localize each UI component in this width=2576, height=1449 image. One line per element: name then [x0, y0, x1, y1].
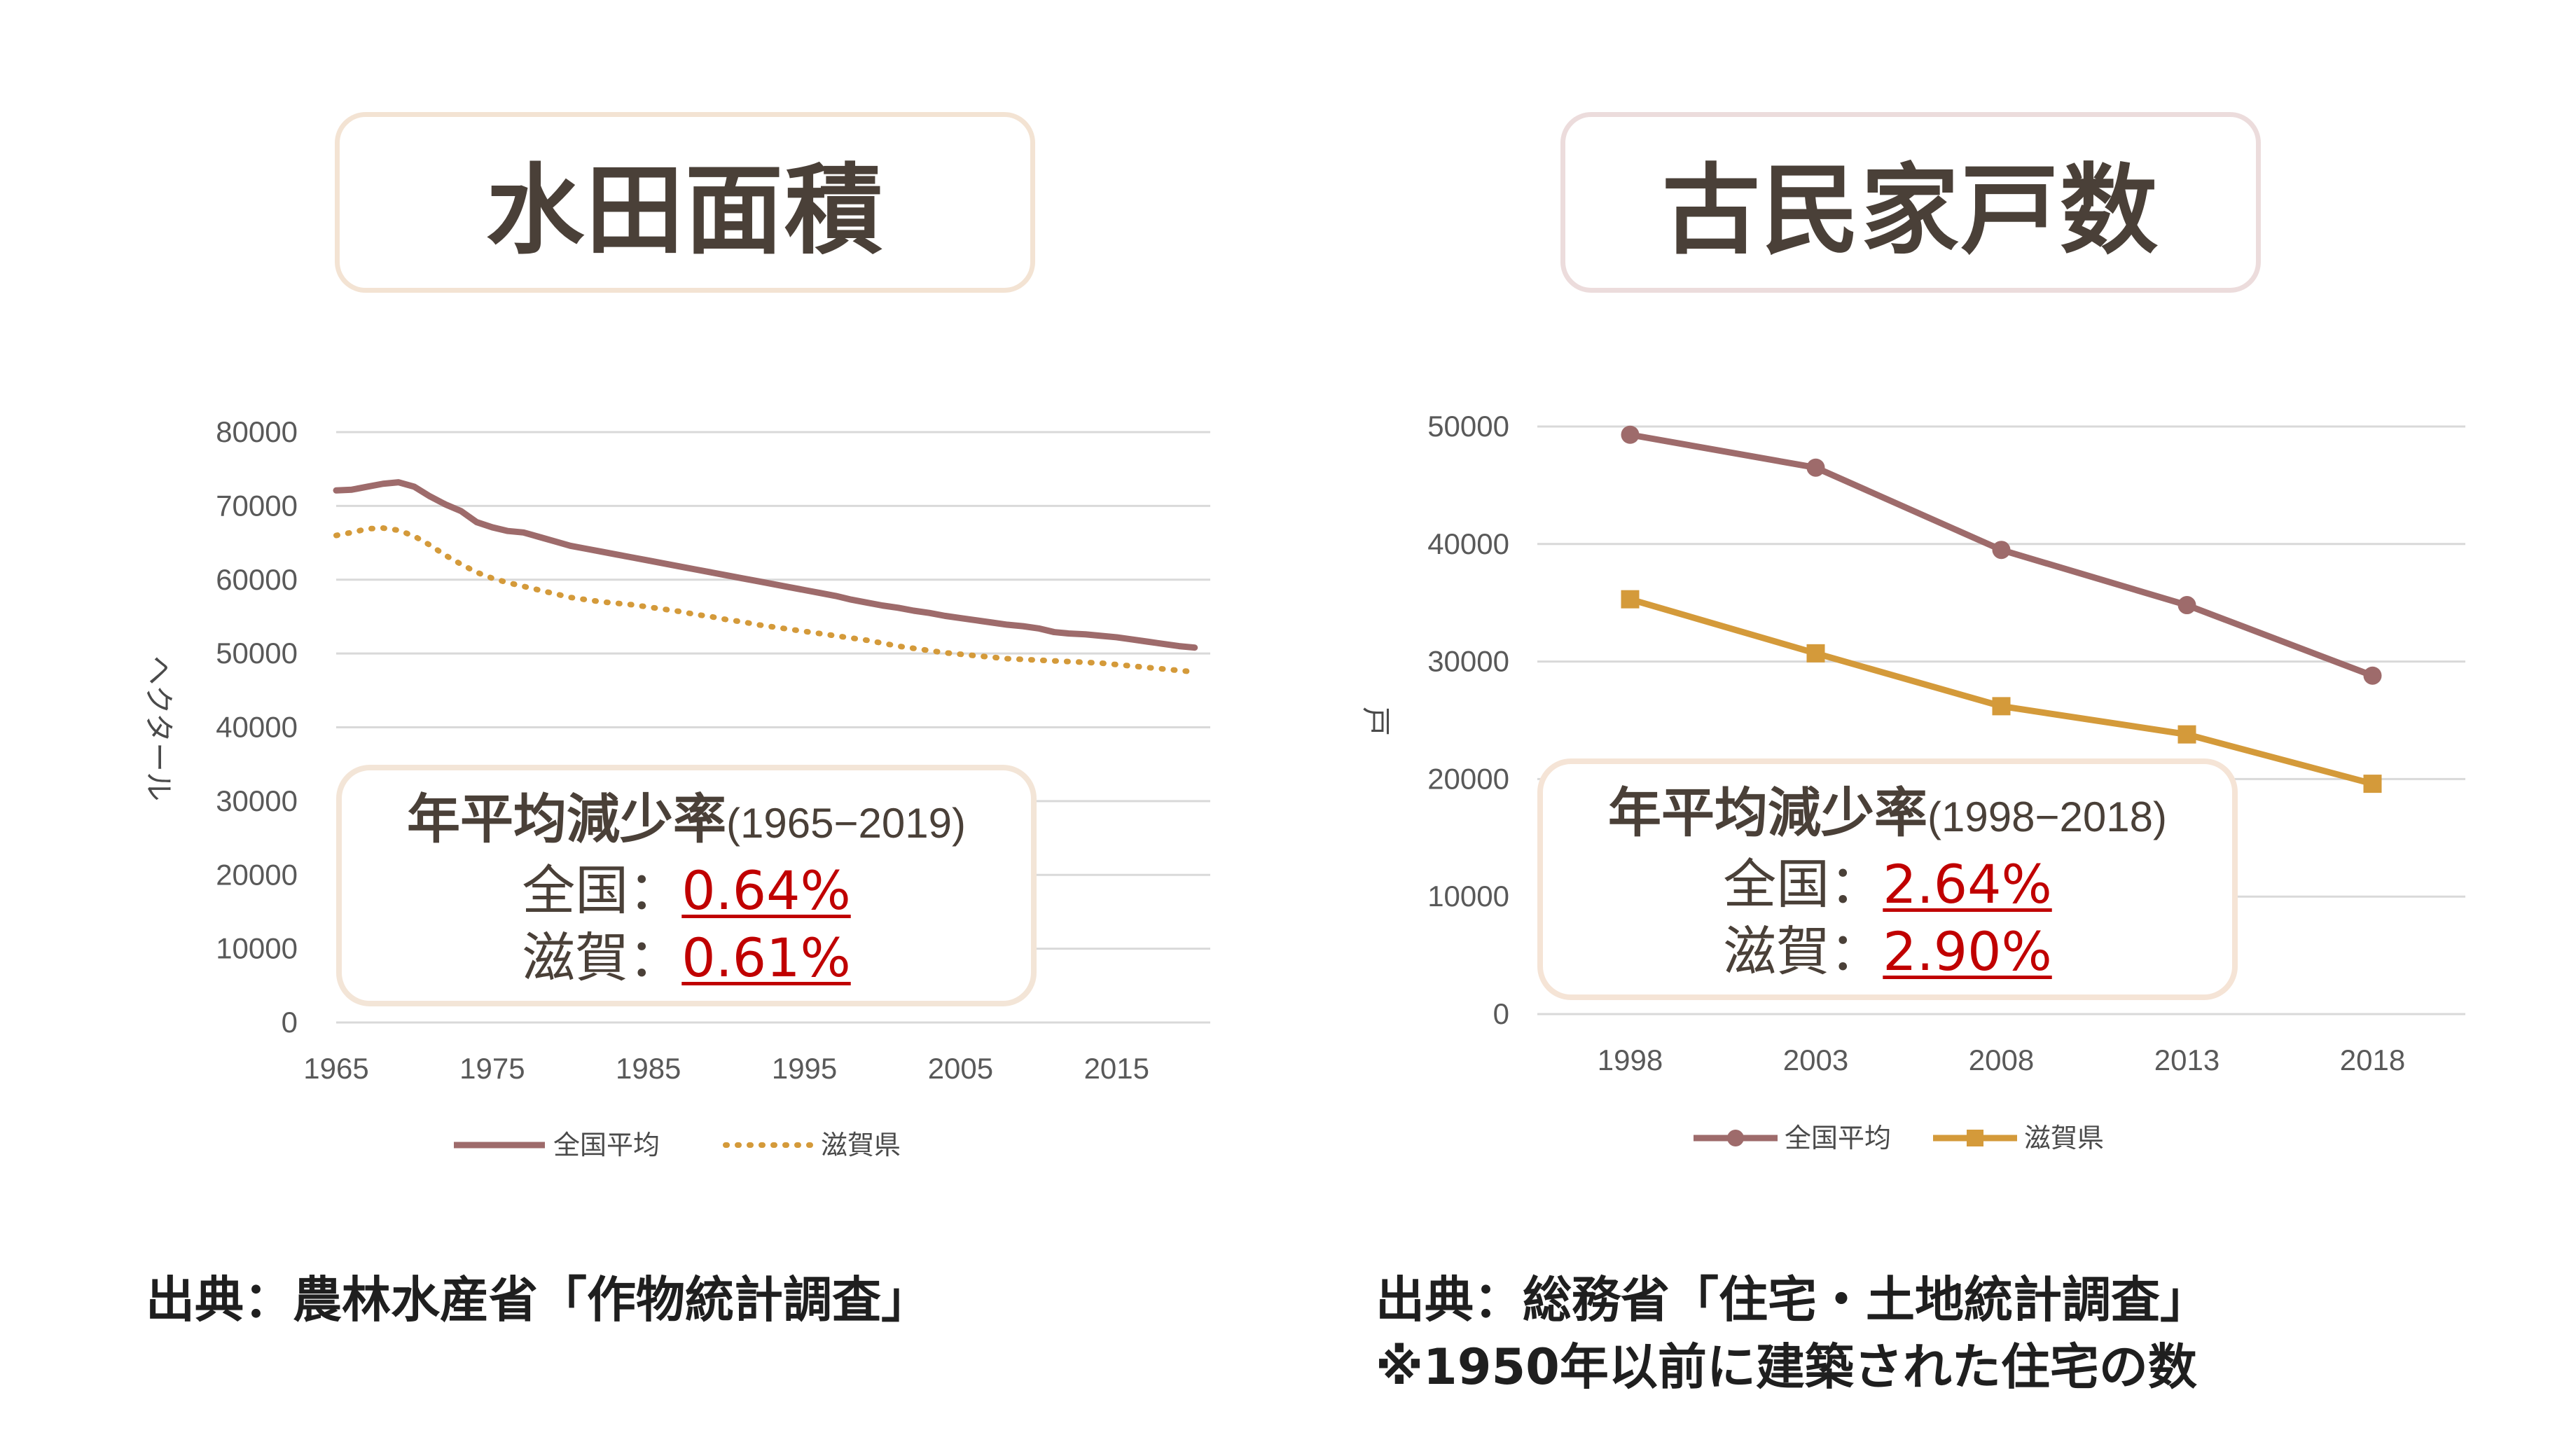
- left-rate-title: 年平均減少率: [407, 788, 727, 850]
- legend-national-label: 全国平均: [553, 1130, 660, 1160]
- left-rate-period: (1965−2019): [726, 800, 966, 847]
- y-tick-label: 70000: [216, 489, 298, 522]
- x-tick-label: 1965: [303, 1052, 368, 1085]
- y-tick-label: 20000: [1427, 762, 1509, 795]
- x-tick-label: 2008: [1969, 1044, 2034, 1076]
- legend-national-label: 全国平均: [1785, 1123, 1891, 1153]
- y-tick-label: 50000: [216, 637, 298, 670]
- shiga-series-line: [1629, 596, 2374, 787]
- right-national-value: 2.64%: [1883, 853, 2052, 915]
- legend-shiga-label: 滋賀県: [821, 1130, 901, 1160]
- y-tick-label: 30000: [1427, 645, 1509, 678]
- x-tick-label: 2003: [1783, 1044, 1848, 1076]
- national-series-line: [333, 479, 1198, 651]
- left-national-label: 全国：: [522, 859, 682, 922]
- y-tick-label: 30000: [216, 784, 298, 817]
- right-rate-box: 年平均減少率(1998−2018) 全国：2.64% 滋賀：2.90%: [1537, 758, 2238, 1000]
- x-tick-label: 1995: [772, 1052, 837, 1085]
- left-shiga-label: 滋賀：: [522, 927, 682, 989]
- national-data-point: [1621, 425, 1640, 444]
- shiga-data-point: [1621, 590, 1640, 609]
- right-shiga-label: 滋賀：: [1723, 920, 1883, 983]
- shiga-data-point: [1992, 697, 2011, 716]
- right-title-box: 古民家戸数: [1560, 112, 2261, 293]
- x-tick-label: 1998: [1598, 1044, 1663, 1076]
- y-tick-label: 10000: [216, 932, 298, 965]
- y-tick-label: 40000: [216, 711, 298, 744]
- y-axis-label: ヘクタール: [141, 656, 176, 801]
- x-tick-label: 1975: [459, 1052, 525, 1085]
- y-tick-label: 60000: [216, 563, 298, 596]
- right-shiga-value: 2.90%: [1883, 920, 2052, 983]
- x-tick-label: 2005: [928, 1052, 993, 1085]
- x-tick-label: 1985: [616, 1052, 681, 1085]
- old-houses-chart: 0 10000 20000 30000 40000 50000 1998 2003 2008 20…: [1359, 410, 2465, 1153]
- left-rate-box: 年平均減少率(1965−2019) 全国：0.64% 滋賀：0.61%: [336, 765, 1037, 1006]
- left-source-note: 出典：農林水産省「作物統計調査」: [146, 1271, 930, 1329]
- left-chart-title: 水田面積: [485, 154, 884, 268]
- legend-national-marker: [1727, 1130, 1744, 1146]
- national-data-point: [2177, 596, 2196, 615]
- right-chart-title: 古民家戸数: [1661, 154, 2159, 268]
- right-rate-title: 年平均減少率: [1608, 782, 1928, 844]
- shiga-data-point: [2177, 725, 2196, 744]
- shiga-data-point: [2363, 775, 2382, 793]
- national-data-point: [2363, 666, 2382, 685]
- left-shiga-value: 0.61%: [681, 927, 851, 989]
- national-data-point: [1992, 541, 2011, 560]
- right-source-note: 出典：総務省「住宅・土地統計調査」 ※1950年以前に建築された住宅の数: [1376, 1266, 2209, 1401]
- y-tick-label: 40000: [1427, 527, 1509, 560]
- national-data-point: [1806, 458, 1825, 477]
- left-title-box: 水田面積: [335, 112, 1035, 293]
- x-tick-label: 2015: [1084, 1052, 1149, 1085]
- right-source-line-1: 出典：総務省「住宅・土地統計調査」: [1376, 1271, 2209, 1329]
- y-tick-label: 20000: [216, 858, 298, 891]
- y-axis-label: 戸: [1359, 707, 1393, 736]
- x-tick-label: 2018: [2340, 1044, 2405, 1076]
- y-tick-label: 50000: [1427, 410, 1509, 443]
- shiga-data-point: [1806, 644, 1825, 663]
- left-national-value: 0.64%: [681, 859, 851, 922]
- y-tick-label: 10000: [1427, 880, 1509, 913]
- y-tick-label: 80000: [216, 415, 298, 448]
- legend-shiga-label: 滋賀県: [2024, 1123, 2104, 1153]
- legend-shiga-marker: [1967, 1130, 1983, 1146]
- y-tick-label: 0: [1493, 997, 1509, 1030]
- shiga-series-line: [333, 525, 1198, 675]
- x-tick-label: 2013: [2154, 1044, 2220, 1076]
- right-national-label: 全国：: [1723, 853, 1883, 915]
- right-rate-period: (1998−2018): [1927, 793, 2167, 840]
- y-tick-label: 0: [282, 1006, 298, 1039]
- right-source-line-2: ※1950年以前に建築された住宅の数: [1376, 1338, 2197, 1396]
